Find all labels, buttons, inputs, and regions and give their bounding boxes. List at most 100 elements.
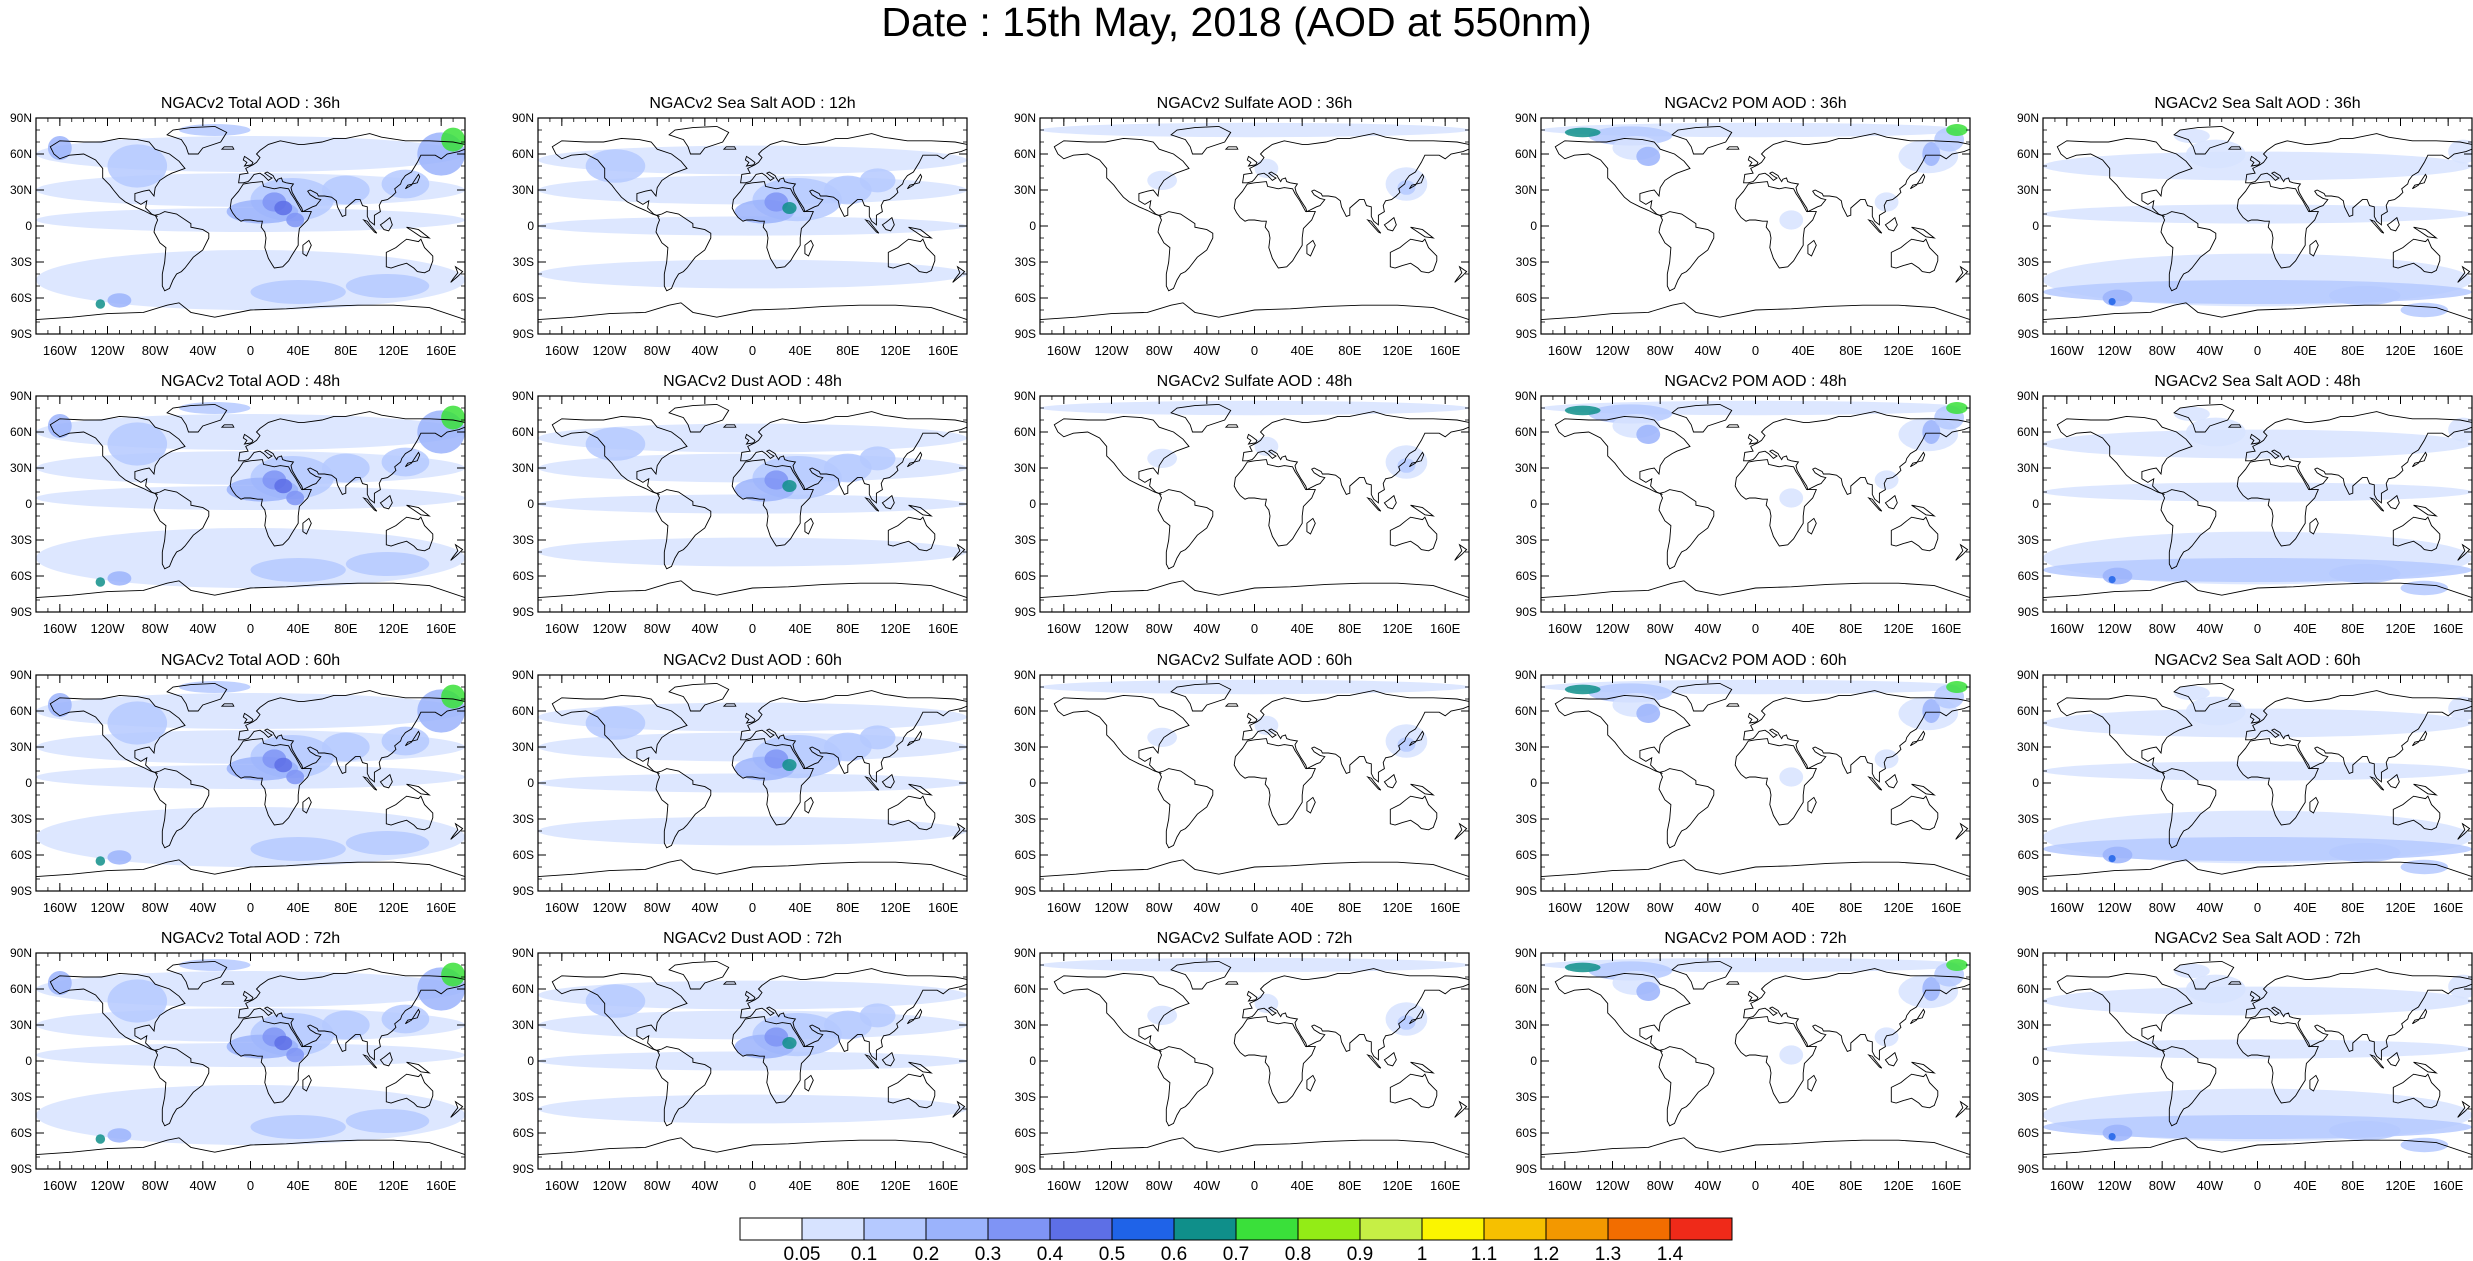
uk-outline — [744, 433, 756, 445]
lat-label: 90S — [513, 605, 534, 619]
lat-label: 60S — [1516, 291, 1537, 305]
lat-label: 90S — [513, 327, 534, 341]
lon-label: 40W — [1694, 343, 1721, 358]
lon-label: 80E — [2341, 621, 2364, 636]
north-america-outline — [2056, 137, 2193, 217]
lat-label: 60N — [2017, 704, 2039, 718]
borneo-outline — [1884, 1051, 1898, 1067]
map-panel: NGACv2 POM AOD : 48h 90N 60N 30N 0 30S 60S 90S 1… — [1515, 373, 1971, 636]
new-zealand-outline — [450, 265, 464, 283]
madagascar-outline — [302, 1074, 312, 1092]
lat-label: 0 — [1029, 497, 1036, 511]
new-zealand-outline — [1955, 1100, 1969, 1118]
new-zealand-outline — [1955, 543, 1969, 561]
new-guinea-outline — [908, 226, 933, 239]
new-guinea-outline — [1911, 783, 1936, 796]
eurasia-outline — [238, 133, 465, 226]
panel-title: NGACv2 Total AOD : 48h — [161, 373, 340, 390]
lon-label: 120E — [1883, 343, 1914, 358]
iceland-outline — [1224, 703, 1239, 707]
lat-label: 0 — [527, 776, 534, 790]
australia-outline — [887, 795, 936, 831]
uk-outline — [2249, 155, 2261, 167]
new-guinea-outline — [406, 504, 431, 517]
eurasia-outline — [2245, 968, 2472, 1061]
lat-label: 30N — [1014, 183, 1036, 197]
greenland-outline — [2173, 682, 2235, 712]
lat-label: 60S — [2018, 848, 2039, 862]
sumatra-outline — [1867, 776, 1883, 791]
lon-label: 80E — [334, 621, 357, 636]
lat-label: 90S — [1015, 327, 1036, 341]
south-america-outline — [2160, 768, 2217, 849]
borneo-outline — [881, 773, 895, 789]
coastlines — [538, 403, 967, 599]
africa-outline — [2236, 459, 2319, 547]
lat-label: 30S — [513, 533, 534, 547]
lat-label: 90N — [1014, 946, 1036, 960]
lon-label: 120E — [880, 900, 911, 915]
madagascar-outline — [2309, 796, 2319, 814]
uk-outline — [1747, 433, 1759, 445]
sumatra-outline — [1366, 219, 1382, 234]
madagascar-outline — [2309, 1074, 2319, 1092]
madagascar-outline — [1306, 1074, 1316, 1092]
coastlines — [1541, 125, 1970, 321]
australia-outline — [1890, 795, 1939, 831]
lat-label: 0 — [1530, 219, 1537, 233]
panel-title: NGACv2 POM AOD : 48h — [1664, 373, 1846, 390]
sumatra-outline — [2369, 776, 2385, 791]
lon-label: 0 — [2254, 900, 2261, 915]
lon-label: 0 — [749, 621, 756, 636]
africa-outline — [1734, 1016, 1817, 1104]
map-panel: NGACv2 Total AOD : 72h 90N 60N 30N 0 30S 60S 90… — [10, 930, 466, 1193]
map-frame — [1039, 952, 1470, 1170]
lat-label: 60N — [512, 147, 534, 161]
lon-label: 160W — [43, 1178, 78, 1193]
greenland-outline — [2173, 125, 2235, 155]
eurasia-outline — [740, 133, 967, 226]
lat-label: 60N — [1014, 147, 1036, 161]
lat-label: 60S — [2018, 1126, 2039, 1140]
aod-field — [1040, 679, 1469, 758]
panel-title: NGACv2 Total AOD : 60h — [161, 652, 340, 669]
south-america-outline — [1157, 489, 1214, 570]
africa-outline — [229, 1016, 312, 1104]
japan-outline — [1409, 451, 1425, 468]
lat-label: 30N — [512, 461, 534, 475]
lon-label: 80W — [644, 900, 671, 915]
south-america-outline — [2160, 489, 2217, 570]
eurasia-outline — [2245, 690, 2472, 783]
map-panel: NGACv2 POM AOD : 72h 90N 60N 30N 0 30S 60S 90S 1… — [1515, 930, 1971, 1193]
new-zealand-outline — [450, 1100, 464, 1118]
japan-outline — [2412, 1008, 2428, 1025]
australia-outline — [1389, 238, 1438, 274]
north-america-outline — [551, 415, 688, 495]
north-america-outline — [2056, 972, 2193, 1052]
antarctica-edge-outline — [538, 580, 967, 599]
uk-outline — [1246, 433, 1258, 445]
lon-label: 40E — [789, 1178, 812, 1193]
antarctica-edge-outline — [36, 302, 465, 321]
lon-label: 120W — [593, 900, 628, 915]
japan-outline — [405, 451, 421, 468]
new-guinea-outline — [406, 1061, 431, 1074]
south-america-outline — [1157, 211, 1214, 292]
sumatra-outline — [1867, 219, 1883, 234]
uk-outline — [744, 155, 756, 167]
australia-outline — [2392, 516, 2441, 552]
iceland-outline — [1224, 146, 1239, 150]
sumatra-outline — [362, 1054, 378, 1069]
lat-label: 30S — [2018, 255, 2039, 269]
lon-label: 160W — [1548, 900, 1583, 915]
lat-label: 60S — [1015, 291, 1036, 305]
japan-outline — [405, 730, 421, 747]
madagascar-outline — [2309, 239, 2319, 257]
uk-outline — [1246, 712, 1258, 724]
lat-label: 30S — [1015, 255, 1036, 269]
eurasia-outline — [238, 411, 465, 504]
africa-outline — [1734, 459, 1817, 547]
borneo-outline — [2386, 216, 2400, 232]
coastlines — [1541, 682, 1970, 878]
lon-label: 120W — [91, 621, 126, 636]
